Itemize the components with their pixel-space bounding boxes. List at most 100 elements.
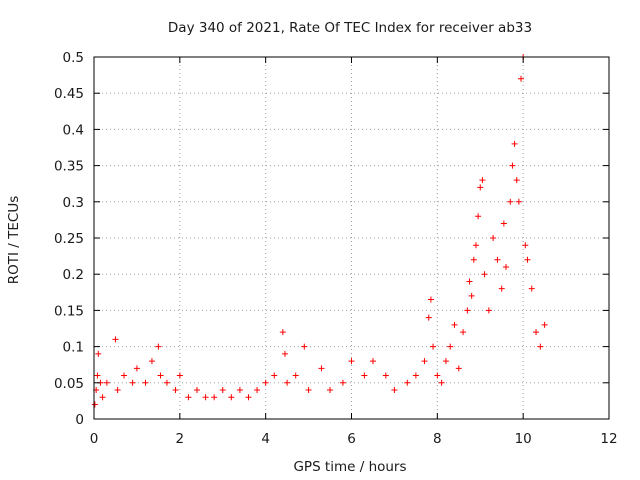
data-point: [537, 343, 544, 350]
data-point: [481, 271, 488, 278]
data-point: [524, 256, 531, 263]
data-point: [412, 372, 419, 379]
data-point: [318, 365, 325, 372]
y-tick-label: 0.35: [54, 159, 84, 175]
data-point: [292, 372, 299, 379]
data-point: [464, 307, 471, 314]
data-point: [391, 387, 398, 394]
data-point: [528, 285, 535, 292]
data-point: [133, 365, 140, 372]
data-point: [121, 372, 128, 379]
data-point: [451, 321, 458, 328]
data-point: [228, 394, 235, 401]
data-point: [245, 394, 252, 401]
data-point: [236, 387, 243, 394]
data-point: [460, 329, 467, 336]
data-point: [490, 235, 497, 241]
data-point: [271, 372, 278, 379]
data-point: [112, 336, 119, 343]
data-point: [472, 242, 479, 249]
data-point: [142, 379, 149, 386]
data-point: [477, 184, 484, 191]
data-point: [470, 256, 477, 263]
data-point: [172, 387, 179, 394]
data-point: [301, 343, 308, 350]
data-point: [404, 379, 411, 386]
data-point: [434, 372, 441, 379]
y-tick-label: 0.1: [63, 340, 84, 356]
data-point: [305, 387, 312, 394]
y-tick-label: 0.15: [54, 303, 84, 319]
data-point: [511, 140, 518, 147]
x-tick-labels: 0 2 4 6 8 10 12: [90, 431, 618, 447]
data-point: [541, 321, 548, 328]
data-point: [466, 278, 473, 285]
y-axis-label: ROTI / TECUs: [6, 196, 22, 284]
y-tick-labels: 0 0.05 0.1 0.15 0.2 0.25 0.3 0.35 0.4 0.45 0.5: [54, 50, 84, 428]
axis-ticks: [93, 56, 610, 420]
y-tick-label: 0.5: [63, 50, 84, 66]
data-point: [500, 220, 507, 227]
data-point: [339, 379, 346, 386]
data-point: [518, 75, 525, 82]
data-point: [281, 350, 288, 357]
x-axis-label: GPS time / hours: [293, 459, 406, 475]
data-point: [155, 343, 162, 350]
data-point: [211, 394, 218, 401]
x-tick-label: 8: [433, 431, 442, 447]
data-point: [284, 379, 291, 386]
data-point: [479, 177, 486, 184]
grid: [94, 57, 609, 419]
data-point: [194, 387, 200, 394]
data-point: [279, 329, 286, 336]
y-tick-label: 0: [75, 412, 84, 428]
chart-title: Day 340 of 2021, Rate Of TEC Index for r…: [168, 20, 532, 36]
data-point: [475, 213, 482, 220]
data-point: [176, 372, 183, 379]
data-point: [254, 387, 261, 394]
y-tick-label: 0.05: [54, 376, 84, 392]
data-point: [99, 394, 106, 401]
x-tick-label: 0: [90, 431, 99, 447]
data-point: [509, 162, 516, 169]
y-tick-label: 0.45: [54, 86, 84, 102]
y-tick-label: 0.25: [54, 231, 84, 247]
x-tick-label: 2: [176, 431, 185, 447]
data-point: [507, 198, 514, 205]
x-tick-label: 4: [261, 431, 270, 447]
data-point: [438, 379, 445, 386]
data-point: [498, 285, 505, 292]
data-point: [94, 372, 101, 379]
data-point: [513, 177, 520, 184]
data-point: [425, 314, 432, 321]
y-tick-label: 0.4: [63, 122, 84, 138]
data-point: [185, 394, 192, 401]
data-point: [468, 292, 475, 299]
data-point: [382, 372, 389, 379]
data-point: [129, 379, 136, 386]
data-point: [361, 372, 368, 379]
y-tick-label: 0.2: [63, 267, 84, 283]
x-tick-label: 10: [515, 431, 532, 447]
data-point: [91, 401, 98, 408]
data-point: [95, 350, 102, 357]
data-point: [157, 372, 164, 379]
data-point: [421, 358, 428, 365]
data-point: [485, 307, 492, 314]
data-point: [455, 365, 462, 372]
data-point: [348, 358, 355, 365]
x-tick-label: 12: [600, 431, 617, 447]
data-point: [447, 343, 454, 350]
x-tick-label: 6: [347, 431, 356, 447]
data-point: [427, 296, 434, 303]
data-point: [327, 387, 334, 394]
data-point: [430, 343, 437, 350]
data-point: [522, 242, 529, 249]
data-point: [262, 379, 269, 386]
data-point: [114, 387, 121, 394]
data-points: [91, 54, 548, 408]
data-point: [148, 358, 155, 365]
data-point: [202, 394, 209, 401]
